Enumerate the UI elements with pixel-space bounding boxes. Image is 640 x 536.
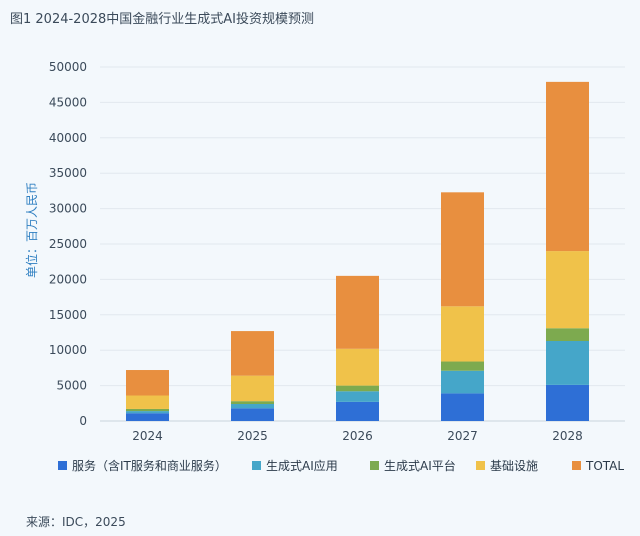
legend-label: 服务（含IT服务和商业服务） [72,458,227,473]
legend-swatch [476,461,485,470]
legend-swatch [252,461,261,470]
bar-segment [126,413,169,421]
x-tick-label: 2025 [237,429,268,443]
bars [126,81,589,421]
x-axis-ticks: 2024 2025 2026 2027 2028 [132,429,583,443]
legend-swatch [58,461,67,470]
bar-segment [336,348,379,386]
y-tick-label: 25000 [49,237,87,251]
y-tick-label: 5000 [56,379,87,393]
legend-label: TOTAL [585,459,624,473]
bar-segment [336,385,379,392]
bar-segment [441,192,484,307]
bar-segment [441,306,484,362]
x-tick-label: 2028 [552,429,583,443]
x-tick-label: 2027 [447,429,478,443]
y-tick-label: 40000 [49,131,87,145]
bar-segment [546,251,589,329]
bar-segment [441,393,484,421]
chart-title: 图1 2024-2028中国金融行业生成式AI投资规模预测 [10,12,314,27]
bar-segment [231,331,274,376]
y-tick-label: 45000 [49,95,87,109]
y-tick-label: 20000 [49,272,87,286]
bar-segment [231,404,274,409]
legend-swatch [370,461,379,470]
bar-segment [441,370,484,394]
bar-segment [336,391,379,402]
bar-segment [231,401,274,405]
bar-segment [546,384,589,421]
legend-label: 基础设施 [490,459,538,473]
legend-label: 生成式AI平台 [384,458,456,473]
y-tick-label: 30000 [49,202,87,216]
y-axis-label: 单位：百万人民币 [24,182,39,278]
bar-segment [441,361,484,371]
y-axis-ticks: 0 5000 10000 15000 20000 25000 30000 35000 40000… [49,60,87,428]
bar-segment [231,375,274,402]
bar-segment [126,411,169,414]
bar-segment [126,370,169,396]
bar-segment [546,328,589,341]
bar-segment [336,275,379,349]
bar-segment [546,340,589,385]
x-tick-label: 2026 [342,429,373,443]
y-tick-label: 0 [79,414,87,428]
source-note: 来源：IDC，2025 [26,515,126,529]
y-tick-label: 35000 [49,166,87,180]
bar-segment [231,408,274,421]
bar-segment [336,401,379,421]
bar-segment [126,408,169,412]
y-tick-label: 15000 [49,308,87,322]
x-tick-label: 2024 [132,429,163,443]
legend-swatch [572,461,581,470]
y-tick-label: 50000 [49,60,87,74]
bar-segment [126,395,169,409]
legend: 服务（含IT服务和商业服务） 生成式AI应用 生成式AI平台 基础设施 TOTAL [58,458,624,473]
bar-segment [546,81,589,252]
legend-label: 生成式AI应用 [266,458,338,473]
y-tick-label: 10000 [49,343,87,357]
